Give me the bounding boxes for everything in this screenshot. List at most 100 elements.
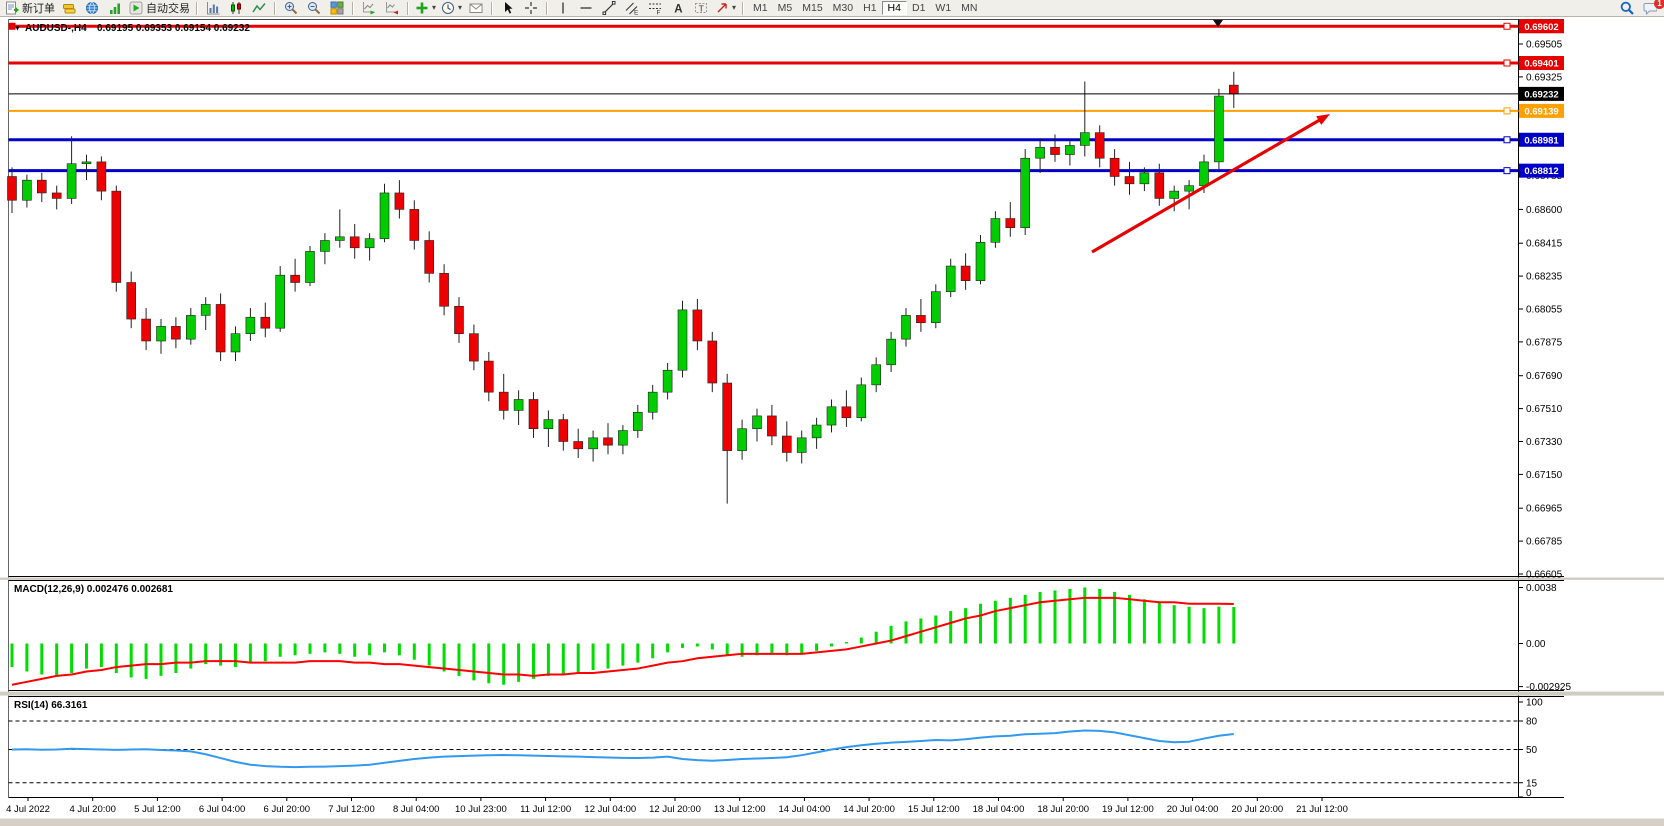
candlestick [781,435,792,453]
channel-button[interactable]: E [621,1,643,16]
candlestick-chart-button[interactable] [225,1,247,16]
timeframe-M1[interactable]: M1 [753,2,768,14]
candlestick [1020,157,1031,228]
line-anchor-handle[interactable] [1503,167,1511,175]
time-label: 5 Jul 12:00 [134,804,180,815]
macd-histogram-bar [1232,607,1236,644]
macd-histogram-bar [636,643,640,663]
candlestick [826,406,837,426]
candlestick [215,304,226,353]
trend-arrow-object[interactable] [1091,115,1326,254]
svg-text:E: E [634,10,639,16]
chat-button[interactable]: 1 [1639,0,1664,16]
macd-histogram-bar [993,600,997,644]
macd-histogram-bar [740,643,744,657]
zoom-out-button[interactable] [303,1,325,16]
timeframes-menu-button[interactable]: ▾ [439,1,464,16]
rsi-label: RSI(14) 66.3161 [14,700,88,711]
timeframe-M30[interactable]: M30 [832,2,854,14]
zoom-in-button[interactable] [280,1,302,16]
line-anchor-handle[interactable] [1503,136,1511,144]
signals-button[interactable] [104,1,126,16]
text-icon: A [674,4,682,16]
market-button[interactable] [58,1,80,16]
timeframe-H4[interactable]: H4 [881,1,907,15]
macd-histogram-bar [830,643,833,647]
arrow-shape-icon [717,3,727,13]
new-order-button[interactable]: 新订单 [3,1,57,16]
price-tick-label: 0.67510 [1526,404,1563,415]
down-arrow-marker[interactable] [1213,20,1223,27]
price-tick-label: 0.67150 [1526,470,1563,481]
community-button[interactable] [81,1,103,16]
candlestick [632,411,643,431]
indicators-button[interactable]: ▾ [413,1,438,16]
macd-histogram-bar [874,631,878,644]
timeframe-M5[interactable]: M5 [777,2,793,14]
candlestick [1229,84,1239,95]
timeframe-D1[interactable]: D1 [911,2,926,14]
line-chart-button[interactable] [248,1,270,16]
search-button[interactable] [1616,1,1638,16]
price-badge [1519,132,1564,147]
label-button[interactable]: T [690,1,712,16]
macd-histogram-bar [487,643,491,684]
time-label: 20 Jul 20:00 [1231,804,1283,815]
price-badge-label: 0.68981 [1524,135,1559,146]
macd-histogram-bar [1217,606,1221,644]
macd-histogram-bar [129,643,133,678]
bar-chart-icon [207,2,220,15]
candlestick [588,437,598,450]
chart-shift-button[interactable] [381,1,403,16]
macd-histogram-bar [1172,605,1176,644]
shapes-button[interactable]: ▾ [713,1,738,16]
text-button[interactable]: A [667,1,689,16]
trendline-button[interactable] [598,1,620,16]
time-label: 21 Jul 12:00 [1296,804,1348,815]
cursor-button[interactable] [497,1,519,16]
tile-windows-button[interactable] [326,1,348,16]
price-badge-label: 0.69602 [1524,22,1558,33]
candlestick [886,338,896,366]
candlestick [752,415,762,430]
fibonacci-button[interactable]: F [644,1,666,16]
auto-trading-button[interactable]: 自动交易 [127,1,192,16]
timeframe-toolbar: M1 M5 M15 M30 H1 H4 D1 W1 MN [748,1,982,15]
macd-histogram-bar [532,643,535,679]
line-anchor-handle[interactable] [1503,22,1511,30]
macd-histogram-bar [681,643,684,648]
price-badge [1519,163,1564,178]
time-label: 18 Jul 20:00 [1037,804,1089,815]
macd-histogram-bar [353,643,357,657]
zoom-in-icon [285,2,298,15]
vertical-line-button[interactable] [552,1,574,16]
auto-scroll-button[interactable] [358,1,380,16]
macd-histogram-bar [293,643,297,656]
timeframe-H1[interactable]: H1 [863,2,877,14]
symbol-dropdown-marker[interactable]: ▼ [14,26,21,33]
macd-label: MACD(12,26,9) 0.002476 0.002681 [14,584,173,595]
price-badge [1519,86,1564,101]
macd-histogram-bar [70,643,74,673]
mail-button[interactable] [465,1,487,16]
timeframe-MN[interactable]: MN [961,2,978,14]
macd-axis-label: 0.0038 [1526,583,1557,594]
horizontal-line-button[interactable] [575,1,597,16]
macd-histogram-bar [144,643,148,679]
candlestick [81,161,92,165]
candlestick [707,340,718,384]
line-anchor-handle[interactable] [8,22,16,30]
bar-chart-button[interactable] [202,1,224,16]
timeframe-M15[interactable]: M15 [802,2,823,14]
line-anchor-handle[interactable] [1503,107,1511,115]
timeframe-W1[interactable]: W1 [935,2,952,14]
price-tick-label: 0.66785 [1526,537,1563,548]
candlestick [767,415,777,437]
crosshair-button[interactable] [520,1,542,16]
trend-arrow-head[interactable] [1316,114,1330,125]
macd-signal-line [11,596,1234,686]
macd-histogram-bar [25,643,29,672]
line-anchor-handle[interactable] [1503,59,1511,67]
